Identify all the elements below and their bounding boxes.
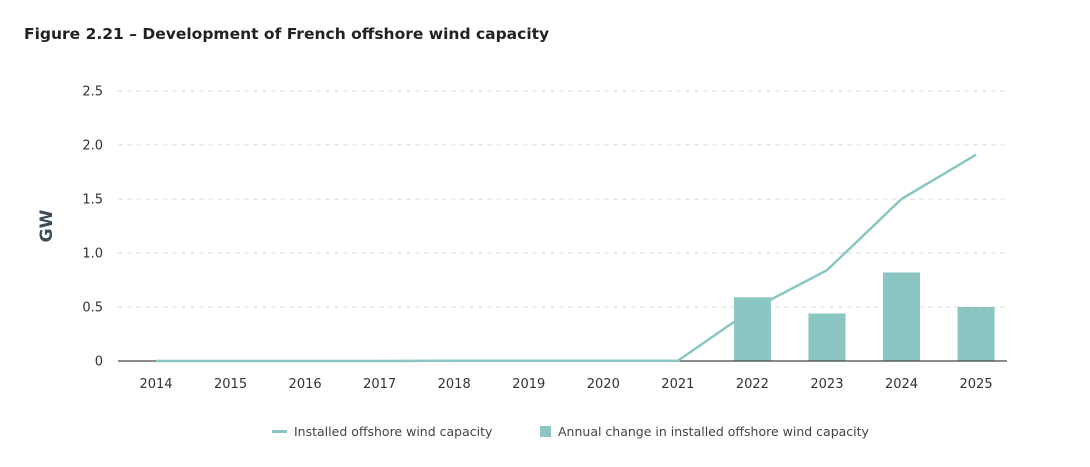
y-tick-label: 2.0 bbox=[82, 139, 103, 154]
x-tick-label: 2015 bbox=[214, 377, 247, 392]
x-tick-label: 2023 bbox=[810, 377, 843, 392]
line-installed-capacity bbox=[156, 153, 977, 363]
x-tick-label: 2017 bbox=[363, 377, 396, 392]
x-tick-label: 2021 bbox=[661, 377, 694, 392]
chart-title: Figure 2.21 – Development of French offs… bbox=[24, 25, 550, 43]
x-tick-label: 2020 bbox=[587, 377, 620, 392]
legend-item-bar: Annual change in installed offshore wind… bbox=[540, 424, 869, 439]
x-tick-label: 2016 bbox=[289, 377, 322, 392]
y-tick-label: 1.0 bbox=[82, 247, 103, 262]
x-tick-label: 2014 bbox=[139, 377, 172, 392]
y-tick-label: 0 bbox=[95, 355, 103, 370]
bar-2024 bbox=[883, 272, 920, 361]
y-tick-label: 1.5 bbox=[82, 193, 103, 208]
bar-2025 bbox=[957, 307, 995, 361]
x-tick-label: 2018 bbox=[438, 377, 471, 392]
y-tick-label: 0.5 bbox=[82, 301, 103, 316]
legend-label: Installed offshore wind capacity bbox=[294, 424, 493, 439]
legend-line-swatch bbox=[272, 430, 287, 433]
legend-bar-swatch bbox=[540, 426, 551, 437]
legend-label: Annual change in installed offshore wind… bbox=[558, 424, 869, 439]
legend-item-line: Installed offshore wind capacity bbox=[272, 424, 492, 439]
bar-2022 bbox=[733, 297, 771, 361]
x-tick-label: 2022 bbox=[736, 377, 769, 392]
bar-2023 bbox=[808, 313, 846, 361]
x-tick-label: 2024 bbox=[885, 377, 918, 392]
x-tick-label: 2019 bbox=[512, 377, 545, 392]
y-axis-label: GW bbox=[37, 209, 57, 242]
x-tick-label: 2025 bbox=[960, 377, 993, 392]
y-tick-label: 2.5 bbox=[82, 85, 103, 100]
